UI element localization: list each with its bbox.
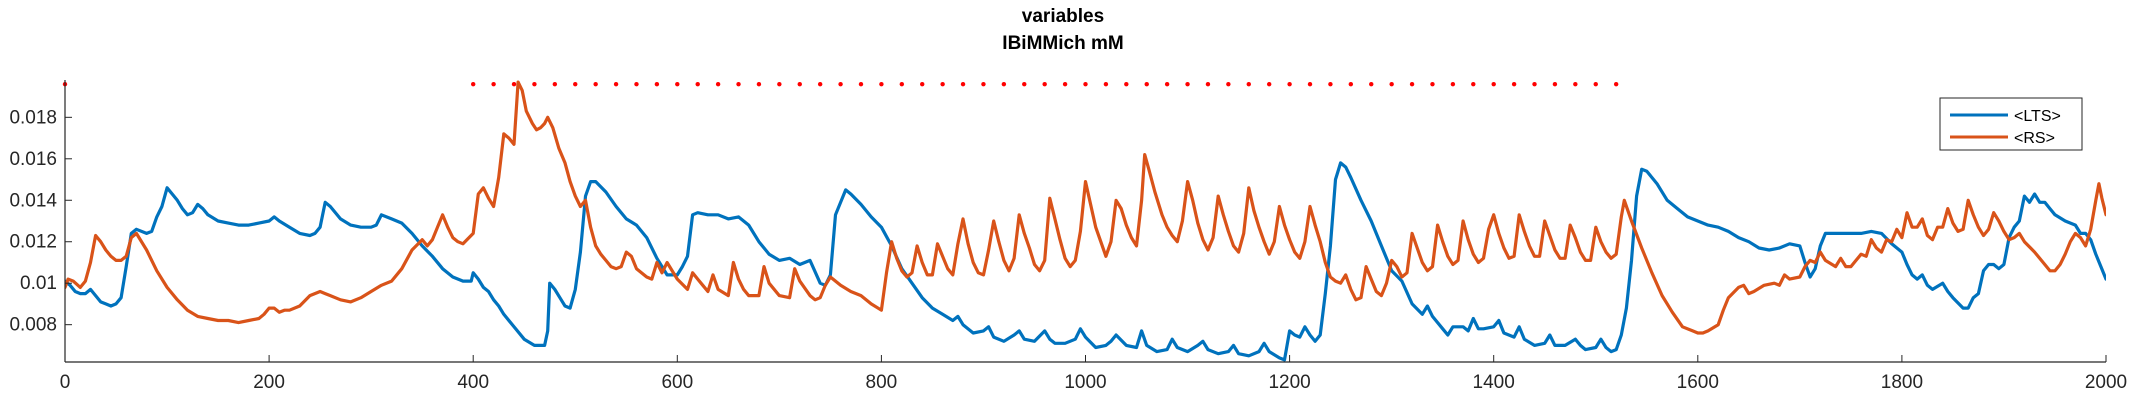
axes: 0 200 400 600 800 1000 1200 1400 1600 1800 2000 0.… [9, 80, 2127, 393]
marker-point [1613, 81, 1619, 87]
x-tick-label: 1800 [1881, 372, 1923, 393]
marker-point [1369, 81, 1374, 87]
x-ticks: 0 200 400 600 800 1000 1200 1400 1600 1800 2000 [60, 355, 2127, 393]
x-tick-label: 200 [253, 372, 285, 393]
marker-point [1246, 81, 1251, 87]
marker-point [715, 81, 721, 87]
plot-area [62, 80, 2106, 362]
series-layer [65, 80, 2106, 362]
legend-label-rs: <RS> [2014, 130, 2055, 147]
y-ticks: 0.008 0.01 0.012 0.014 0.016 0.018 [9, 107, 72, 336]
y-tick-label: 0.014 [9, 190, 57, 211]
legend: <LTS> <RS> [1939, 97, 2083, 151]
marker-point [1532, 81, 1537, 87]
marker-point [1266, 81, 1272, 87]
chart-title: variables [1022, 6, 1104, 27]
marker-point [1552, 81, 1558, 87]
marker-point [838, 81, 843, 87]
marker-point [1450, 81, 1456, 87]
marker-point [1573, 81, 1578, 87]
x-tick-label: 800 [866, 372, 898, 393]
x-tick-label: 1200 [1268, 372, 1310, 393]
marker-point [1001, 81, 1007, 87]
marker-series [62, 81, 1619, 87]
marker-point [1062, 81, 1068, 87]
marker-point [1307, 81, 1313, 87]
marker-point [1389, 81, 1394, 87]
series-line-rs [65, 80, 2106, 335]
marker-point [1471, 81, 1476, 87]
chart-subtitle: IBiMMich mM [1002, 33, 1123, 54]
series-line-lts [65, 161, 2106, 362]
marker-point [491, 81, 496, 87]
marker-point [1185, 81, 1190, 87]
marker-point [552, 81, 558, 87]
marker-point [1144, 81, 1149, 87]
marker-point [1103, 81, 1109, 87]
x-tick-label: 400 [457, 372, 489, 393]
marker-point [1511, 81, 1517, 87]
marker-point [899, 81, 905, 87]
marker-point [1124, 81, 1129, 87]
marker-point [1430, 81, 1435, 87]
y-tick-label: 0.008 [9, 315, 57, 336]
marker-point [960, 81, 966, 87]
x-tick-label: 600 [661, 372, 693, 393]
marker-point [511, 81, 517, 87]
marker-point [817, 81, 823, 87]
marker-point [1042, 81, 1047, 87]
marker-point [471, 81, 476, 87]
marker-point [593, 81, 598, 87]
legend-box [1939, 97, 2083, 151]
legend-label-lts: <LTS> [2014, 108, 2061, 125]
y-tick-label: 0.01 [20, 273, 57, 294]
marker-point [1205, 81, 1211, 87]
y-tick-label: 0.016 [9, 149, 57, 170]
marker-point [613, 81, 619, 87]
marker-point [1164, 81, 1170, 87]
marker-point [654, 81, 660, 87]
marker-point [858, 81, 864, 87]
marker-point [920, 81, 925, 87]
x-tick-label: 1600 [1677, 372, 1719, 393]
marker-point [634, 81, 639, 87]
marker-point [675, 81, 680, 87]
x-tick-label: 0 [60, 372, 71, 393]
marker-point [879, 81, 884, 87]
marker-point [981, 81, 986, 87]
marker-point [1491, 81, 1496, 87]
y-tick-label: 0.012 [9, 232, 57, 253]
marker-point [940, 81, 945, 87]
marker-point [1409, 81, 1415, 87]
y-tick-label: 0.018 [9, 107, 57, 128]
marker-point [573, 81, 578, 87]
marker-point [1593, 81, 1598, 87]
x-tick-label: 1000 [1064, 372, 1106, 393]
marker-point [695, 81, 700, 87]
marker-point [1287, 81, 1292, 87]
marker-point [736, 81, 741, 87]
marker-point [532, 81, 537, 87]
marker-point [777, 81, 782, 87]
marker-point [1022, 81, 1027, 87]
marker-point [1083, 81, 1088, 87]
x-tick-label: 1400 [1473, 372, 1515, 393]
marker-point [756, 81, 762, 87]
marker-point [1328, 81, 1333, 87]
x-tick-label: 2000 [2085, 372, 2127, 393]
marker-point [797, 81, 802, 87]
marker-point [1226, 81, 1231, 87]
marker-point [1348, 81, 1354, 87]
